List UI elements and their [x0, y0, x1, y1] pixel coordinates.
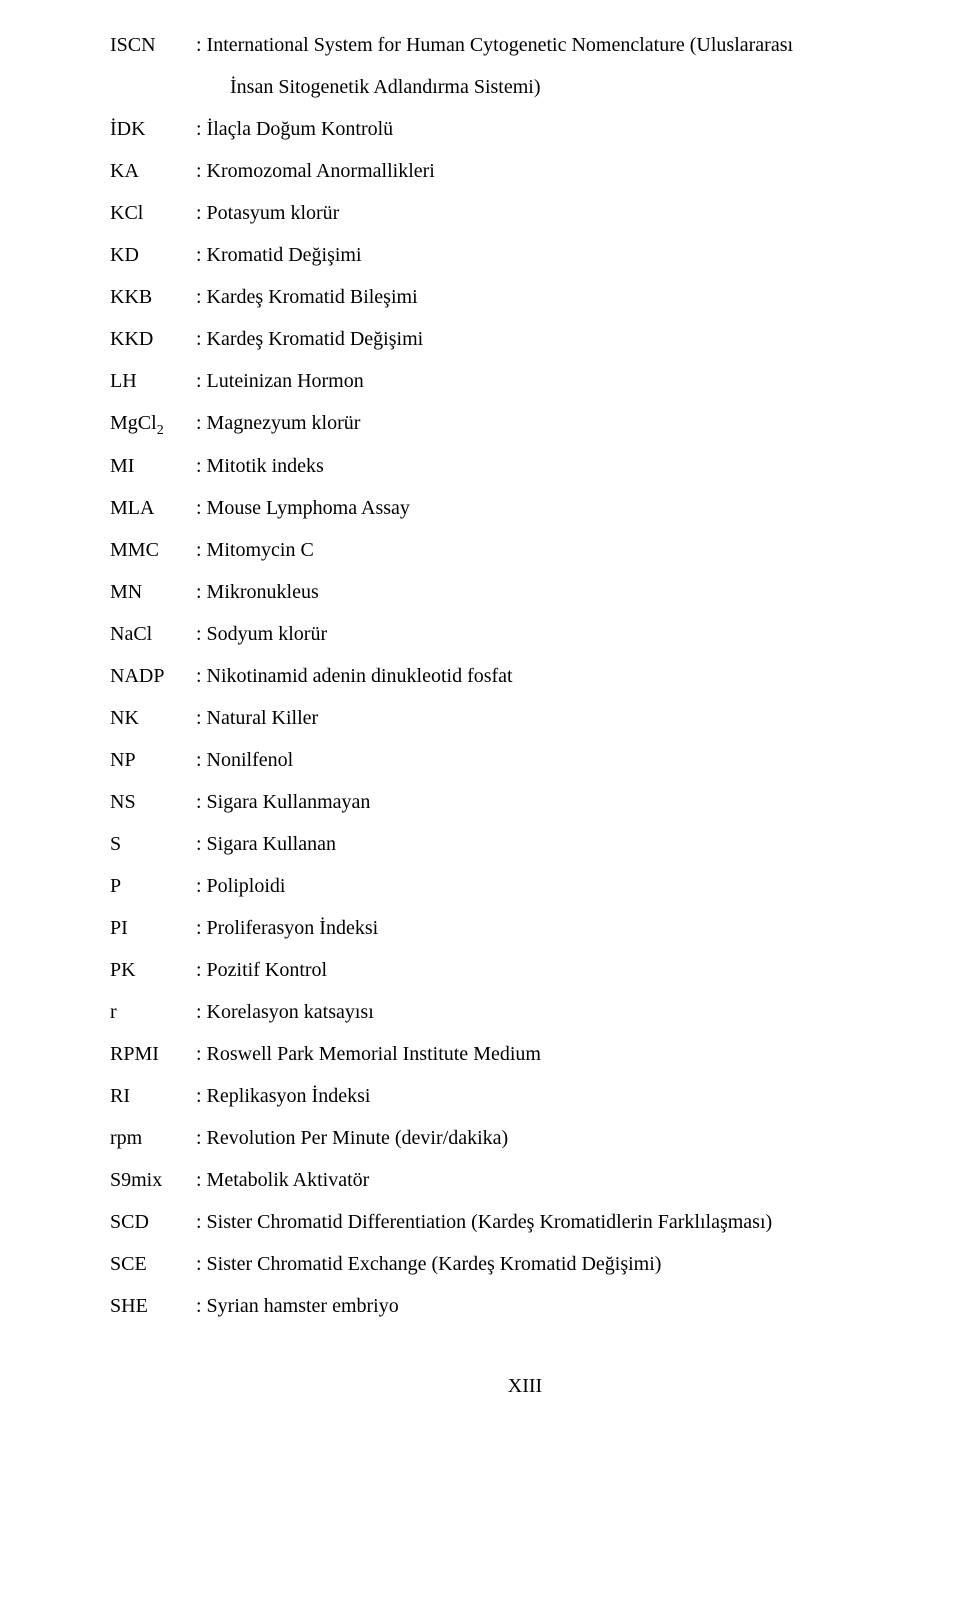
abbrev-definition: : Pozitif Kontrol	[196, 949, 940, 991]
abbrev-definition: : Luteinizan Hormon	[196, 360, 940, 402]
abbrev-term: SHE	[110, 1285, 196, 1327]
abbrev-row: RPMI: Roswell Park Memorial Institute Me…	[110, 1033, 940, 1075]
abbrev-definition: : Replikasyon İndeksi	[196, 1075, 940, 1117]
abbrev-row: MMC: Mitomycin C	[110, 529, 940, 571]
abbrev-definition: : Magnezyum klorür	[196, 402, 940, 444]
abbrev-definition: : İlaçla Doğum Kontrolü	[196, 108, 940, 150]
abbrev-row: PI: Proliferasyon İndeksi	[110, 907, 940, 949]
abbrev-row: ISCN: International System for Human Cyt…	[110, 24, 940, 66]
abbrev-row: MN: Mikronukleus	[110, 571, 940, 613]
abbrev-term: P	[110, 865, 196, 907]
abbrev-term: MLA	[110, 487, 196, 529]
abbrev-row: NaCl: Sodyum klorür	[110, 613, 940, 655]
abbrev-definition-continuation: İnsan Sitogenetik Adlandırma Sistemi)	[230, 66, 940, 108]
abbrev-term: NaCl	[110, 613, 196, 655]
abbrev-row: KKB: Kardeş Kromatid Bileşimi	[110, 276, 940, 318]
abbrev-definition: : Proliferasyon İndeksi	[196, 907, 940, 949]
abbrev-row: S9mix: Metabolik Aktivatör	[110, 1159, 940, 1201]
abbreviations-page: ISCN: International System for Human Cyt…	[0, 0, 960, 1438]
abbrev-term: S9mix	[110, 1159, 196, 1201]
subscript: 2	[157, 423, 164, 438]
abbrev-row: NS: Sigara Kullanmayan	[110, 781, 940, 823]
abbrev-row: S: Sigara Kullanan	[110, 823, 940, 865]
abbrev-row: rpm: Revolution Per Minute (devir/dakika…	[110, 1117, 940, 1159]
abbrev-row: İDK: İlaçla Doğum Kontrolü	[110, 108, 940, 150]
abbreviations-list: ISCN: International System for Human Cyt…	[110, 24, 940, 1327]
abbrev-definition: : Sodyum klorür	[196, 613, 940, 655]
abbrev-row: NP: Nonilfenol	[110, 739, 940, 781]
abbrev-row: KCl: Potasyum klorür	[110, 192, 940, 234]
abbrev-definition: : Sigara Kullanmayan	[196, 781, 940, 823]
abbrev-definition: : Roswell Park Memorial Institute Medium	[196, 1033, 940, 1075]
abbrev-definition: : Metabolik Aktivatör	[196, 1159, 940, 1201]
abbrev-definition: : Mouse Lymphoma Assay	[196, 487, 940, 529]
abbrev-definition: : Kromatid Değişimi	[196, 234, 940, 276]
abbrev-term: NP	[110, 739, 196, 781]
abbrev-definition: : Potasyum klorür	[196, 192, 940, 234]
abbrev-term: MN	[110, 571, 196, 613]
abbrev-definition: : Nonilfenol	[196, 739, 940, 781]
abbrev-row: r: Korelasyon katsayısı	[110, 991, 940, 1033]
abbrev-term: RI	[110, 1075, 196, 1117]
abbrev-row: MLA: Mouse Lymphoma Assay	[110, 487, 940, 529]
abbrev-term: PI	[110, 907, 196, 949]
abbrev-term: KD	[110, 234, 196, 276]
abbrev-definition: : Kardeş Kromatid Bileşimi	[196, 276, 940, 318]
abbrev-row: P: Poliploidi	[110, 865, 940, 907]
abbrev-term: SCE	[110, 1243, 196, 1285]
abbrev-row: SCD: Sister Chromatid Differentiation (K…	[110, 1201, 940, 1243]
abbrev-term: NK	[110, 697, 196, 739]
abbrev-row: SHE: Syrian hamster embriyo	[110, 1285, 940, 1327]
abbrev-term: r	[110, 991, 196, 1033]
abbrev-term: NS	[110, 781, 196, 823]
abbrev-row: PK: Pozitif Kontrol	[110, 949, 940, 991]
abbrev-term: LH	[110, 360, 196, 402]
abbrev-definition: : Kromozomal Anormallikleri	[196, 150, 940, 192]
abbrev-row: MI: Mitotik indeks	[110, 445, 940, 487]
abbrev-definition: : Natural Killer	[196, 697, 940, 739]
abbrev-row: KKD: Kardeş Kromatid Değişimi	[110, 318, 940, 360]
abbrev-term: KA	[110, 150, 196, 192]
abbrev-term: NADP	[110, 655, 196, 697]
abbrev-term: MgCl2	[110, 402, 196, 445]
abbrev-definition: : Mitomycin C	[196, 529, 940, 571]
abbrev-definition: : Revolution Per Minute (devir/dakika)	[196, 1117, 940, 1159]
abbrev-definition: : Korelasyon katsayısı	[196, 991, 940, 1033]
abbrev-definition: : Nikotinamid adenin dinukleotid fosfat	[196, 655, 940, 697]
abbrev-term: KKB	[110, 276, 196, 318]
abbrev-term: SCD	[110, 1201, 196, 1243]
abbrev-row: MgCl2: Magnezyum klorür	[110, 402, 940, 445]
abbrev-definition: : Sister Chromatid Exchange (Kardeş Krom…	[196, 1243, 940, 1285]
abbrev-definition: : Sister Chromatid Differentiation (Kard…	[196, 1201, 940, 1243]
abbrev-row: NK: Natural Killer	[110, 697, 940, 739]
abbrev-term: rpm	[110, 1117, 196, 1159]
abbrev-row: KD: Kromatid Değişimi	[110, 234, 940, 276]
abbrev-term: İDK	[110, 108, 196, 150]
abbrev-definition: : International System for Human Cytogen…	[196, 24, 940, 66]
page-number: XIII	[110, 1375, 940, 1398]
abbrev-row: SCE: Sister Chromatid Exchange (Kardeş K…	[110, 1243, 940, 1285]
abbrev-term: KKD	[110, 318, 196, 360]
abbrev-definition: : Poliploidi	[196, 865, 940, 907]
abbrev-definition: : Syrian hamster embriyo	[196, 1285, 940, 1327]
abbrev-term: MI	[110, 445, 196, 487]
abbrev-definition: : Mikronukleus	[196, 571, 940, 613]
abbrev-term: RPMI	[110, 1033, 196, 1075]
abbrev-term: S	[110, 823, 196, 865]
abbrev-definition: : Kardeş Kromatid Değişimi	[196, 318, 940, 360]
abbrev-term: KCl	[110, 192, 196, 234]
abbrev-term: ISCN	[110, 24, 196, 66]
abbrev-term: MMC	[110, 529, 196, 571]
abbrev-row: RI: Replikasyon İndeksi	[110, 1075, 940, 1117]
abbrev-term: PK	[110, 949, 196, 991]
abbrev-row: KA: Kromozomal Anormallikleri	[110, 150, 940, 192]
abbrev-row: NADP: Nikotinamid adenin dinukleotid fos…	[110, 655, 940, 697]
abbrev-row: LH: Luteinizan Hormon	[110, 360, 940, 402]
abbrev-definition: : Mitotik indeks	[196, 445, 940, 487]
abbrev-definition: : Sigara Kullanan	[196, 823, 940, 865]
